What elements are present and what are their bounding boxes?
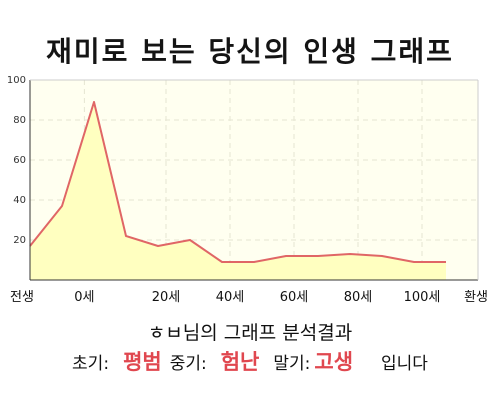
- middle-label: 중기:: [169, 354, 207, 374]
- x-tick-label: 환생: [464, 290, 488, 305]
- y-tick-label: 80: [13, 115, 26, 126]
- x-tick-label: 80세: [344, 290, 373, 305]
- early-value: 평범: [123, 350, 162, 374]
- y-tick-label: 60: [13, 155, 26, 166]
- y-tick-label: 20: [13, 235, 26, 246]
- summary-ending: 입니다: [381, 354, 428, 374]
- analysis-subtitle: ㅎㅂ님의 그래프 분석결과: [147, 322, 353, 344]
- x-tick-label: 전생: [10, 290, 34, 305]
- x-tick-label: 40세: [216, 290, 245, 305]
- late-label: 말기:: [273, 354, 311, 374]
- x-tick-label: 60세: [280, 290, 309, 305]
- axes: [29, 79, 479, 281]
- series-line: [29, 101, 446, 263]
- x-tick-label: 100세: [404, 290, 441, 305]
- late-value: 고생: [314, 350, 354, 374]
- x-axis-ticks: 전생 0세 20세 40세 60세 80세 100세 환생: [10, 290, 488, 305]
- analysis-summary: 초기: 평범 중기: 험난 말기: 고생 입니다: [0, 346, 500, 376]
- middle-value: 험난: [220, 350, 260, 374]
- early-label: 초기:: [72, 354, 110, 374]
- y-axis-ticks: 20 40 60 80 100: [7, 75, 26, 246]
- y-tick-label: 40: [13, 195, 26, 206]
- x-tick-label: 0세: [74, 290, 94, 305]
- x-tick-label: 20세: [152, 290, 181, 305]
- y-tick-label: 100: [7, 75, 26, 86]
- series-area: [30, 102, 446, 280]
- chart-title: 재미로 보는 당신의 인생 그래프: [46, 35, 454, 68]
